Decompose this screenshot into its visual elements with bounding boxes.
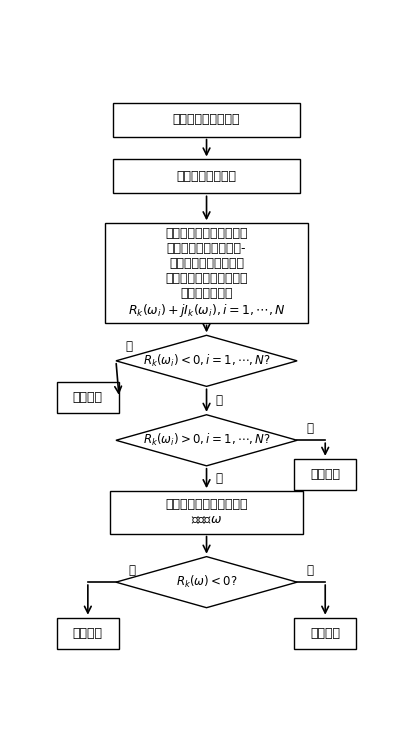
Text: 起正作用: 起正作用: [310, 626, 340, 640]
FancyBboxPatch shape: [110, 491, 303, 534]
Text: 对统一频率模型仿真得振
荡频率$\omega$: 对统一频率模型仿真得振 荡频率$\omega$: [165, 498, 248, 526]
FancyBboxPatch shape: [294, 618, 356, 649]
Text: 是: 是: [128, 565, 135, 577]
Text: 否: 否: [216, 472, 222, 485]
Text: $R_k(\omega)<0?$: $R_k(\omega)<0?$: [176, 574, 237, 590]
Polygon shape: [116, 556, 297, 608]
Polygon shape: [116, 415, 297, 466]
FancyBboxPatch shape: [113, 159, 300, 193]
Text: $R_k(\omega_i)>0,i=1,\cdots,N?$: $R_k(\omega_i)>0,i=1,\cdots,N?$: [143, 432, 270, 448]
Text: $R_k(\omega_i)<0,i=1,\cdots,N?$: $R_k(\omega_i)<0,i=1,\cdots,N?$: [143, 353, 270, 369]
FancyBboxPatch shape: [56, 382, 119, 413]
Text: 建立统一频率模型: 建立统一频率模型: [177, 170, 237, 183]
Text: 选择目标机组，基于同一
频率模型得到其原动机-
调速器传递函数的表达
式，并在超低频段对其扫
频得到频域特性
$R_k(\omega_i)+jI_k(\omeg: 选择目标机组，基于同一 频率模型得到其原动机- 调速器传递函数的表达 式，并在超…: [128, 227, 285, 319]
FancyBboxPatch shape: [56, 618, 119, 649]
Text: 是: 是: [306, 422, 313, 436]
Text: 起正作用: 起正作用: [310, 468, 340, 481]
Text: 否: 否: [216, 394, 222, 407]
FancyBboxPatch shape: [105, 223, 308, 323]
Text: 起负作用: 起负作用: [73, 391, 103, 404]
Polygon shape: [116, 335, 297, 386]
FancyBboxPatch shape: [294, 458, 356, 490]
Text: 是: 是: [125, 340, 132, 353]
FancyBboxPatch shape: [113, 102, 300, 136]
Text: 统计方式中机组数据: 统计方式中机组数据: [173, 113, 240, 126]
Text: 否: 否: [306, 565, 313, 577]
Text: 起负作用: 起负作用: [73, 626, 103, 640]
